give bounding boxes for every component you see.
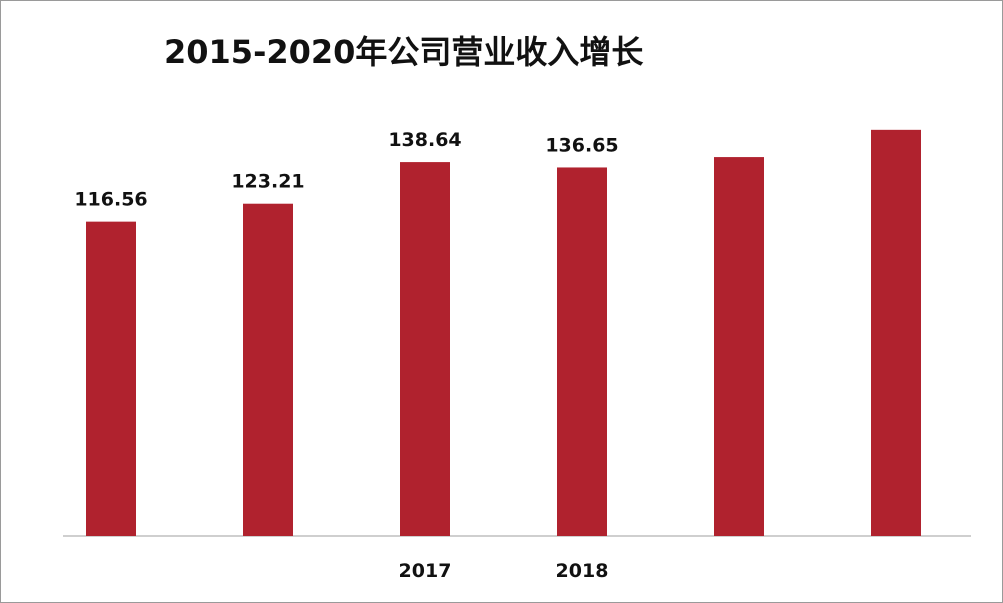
bar-5 xyxy=(871,129,921,536)
x-tick-labels-group: 2017 2018 xyxy=(399,560,609,582)
chart-title: 2015-2020年公司营业收入增长 xyxy=(164,33,644,71)
data-label-0: 116.56 xyxy=(74,189,147,211)
data-label-1: 123.21 xyxy=(231,171,304,193)
x-tick-label-2: 2017 xyxy=(399,560,452,582)
data-label-2: 138.64 xyxy=(388,129,461,151)
bars-group xyxy=(86,129,921,537)
bar-2 xyxy=(400,162,450,537)
data-label-3: 136.65 xyxy=(545,134,618,156)
data-labels-group: 116.56 123.21 138.64 136.65 xyxy=(74,129,618,211)
bar-1 xyxy=(243,203,293,536)
bar-3 xyxy=(557,167,607,536)
bar-0 xyxy=(86,221,136,536)
x-tick-label-3: 2018 xyxy=(556,560,609,582)
bar-4 xyxy=(714,157,764,537)
